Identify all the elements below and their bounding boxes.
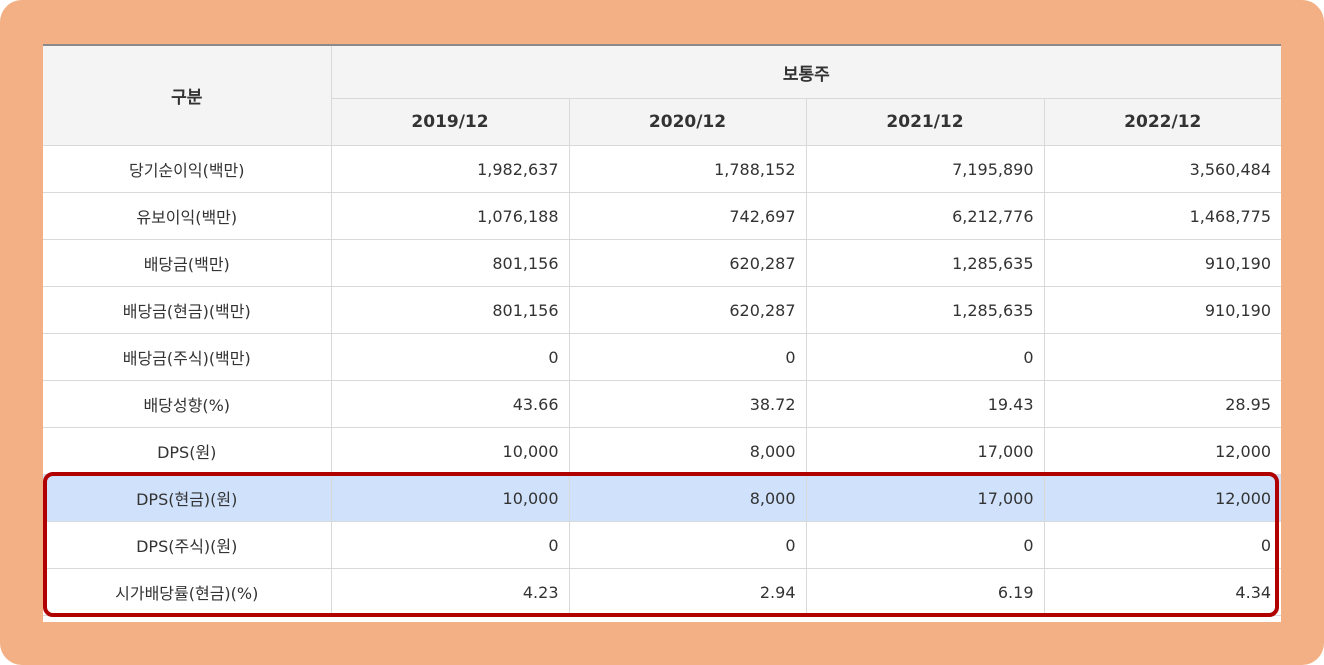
table-cell: 28.95 (1043, 380, 1282, 428)
table-cell: 10,000 (330, 474, 570, 522)
table-cell: 910,190 (1043, 286, 1282, 334)
table-cell: 43.66 (330, 380, 570, 428)
table-row-retained-earnings: 유보이익(백만) 1,076,188 742,697 6,212,776 1,4… (43, 192, 1282, 240)
table-row-dps-cash: DPS(현금)(원) 10,000 8,000 17,000 12,000 (43, 474, 1282, 522)
row-label: 배당성향(%) (43, 380, 332, 428)
period-header: 2022/12 (1043, 98, 1282, 146)
table-cell: 0 (568, 521, 807, 569)
table-cell: 742,697 (568, 192, 807, 240)
table-cell: 12,000 (1043, 427, 1282, 475)
table-cell: 8,000 (568, 427, 807, 475)
table-cell: 0 (568, 333, 807, 381)
table-cell: 1,788,152 (568, 145, 807, 193)
row-label: 배당금(주식)(백만) (43, 333, 332, 381)
table-row-dividends: 배당금(백만) 801,156 620,287 1,285,635 910,19… (43, 239, 1282, 287)
period-header: 2020/12 (568, 98, 807, 146)
row-label: DPS(주식)(원) (43, 521, 332, 569)
row-label: DPS(원) (43, 427, 332, 475)
table-cell: 4.23 (330, 568, 570, 616)
table-cell: 0 (805, 521, 1045, 569)
table-cell: 17,000 (805, 474, 1045, 522)
table-cell: 4.34 (1043, 568, 1282, 616)
table-cell: 10,000 (330, 427, 570, 475)
header-row-group: 구분 보통주 (43, 46, 1282, 146)
table-row-dividend-yield: 시가배당률(현금)(%) 4.23 2.94 6.19 4.34 (43, 568, 1282, 616)
table-cell: 910,190 (1043, 239, 1282, 287)
table-cell: 0 (805, 333, 1045, 381)
table-cell: 7,195,890 (805, 145, 1045, 193)
table-cell: 17,000 (805, 427, 1045, 475)
table-row-dps-stock: DPS(주식)(원) 0 0 0 0 (43, 521, 1282, 569)
table-row-payout-ratio: 배당성향(%) 43.66 38.72 19.43 28.95 (43, 380, 1282, 428)
row-label: 유보이익(백만) (43, 192, 332, 240)
header-row-periods: 2019/12 2020/12 2021/12 2022/12 (43, 98, 1282, 146)
table-cell: 1,285,635 (805, 286, 1045, 334)
dividend-table: 구분 보통주 2019/12 2020/12 2021/12 2022/12 당… (43, 46, 1282, 616)
table-cell: 6,212,776 (805, 192, 1045, 240)
table-cell: 620,287 (568, 239, 807, 287)
table-cell (1043, 333, 1282, 381)
table-cell: 801,156 (330, 239, 570, 287)
table-row-cash-dividends: 배당금(현금)(백만) 801,156 620,287 1,285,635 91… (43, 286, 1282, 334)
table-cell: 620,287 (568, 286, 807, 334)
table-cell: 1,982,637 (330, 145, 570, 193)
row-label: 배당금(현금)(백만) (43, 286, 332, 334)
period-header: 2019/12 (331, 98, 570, 146)
table-cell: 0 (330, 333, 570, 381)
table-row-net-income: 당기순이익(백만) 1,982,637 1,788,152 7,195,890 … (43, 145, 1282, 193)
row-label: DPS(현금)(원) (43, 474, 332, 522)
period-header: 2021/12 (805, 98, 1045, 146)
table-cell: 1,285,635 (805, 239, 1045, 287)
table-cell: 19.43 (805, 380, 1045, 428)
table-cell: 1,468,775 (1043, 192, 1282, 240)
table-cell: 8,000 (568, 474, 807, 522)
table-cell: 0 (330, 521, 570, 569)
table-cell: 2.94 (568, 568, 807, 616)
row-label: 배당금(백만) (43, 239, 332, 287)
dividend-table-panel: 구분 보통주 2019/12 2020/12 2021/12 2022/12 당… (43, 44, 1282, 622)
table-cell: 12,000 (1043, 474, 1282, 522)
row-label: 당기순이익(백만) (43, 145, 332, 193)
common-stock-header: 보통주 (330, 46, 1282, 99)
table-cell: 6.19 (805, 568, 1045, 616)
table-cell: 3,560,484 (1043, 145, 1282, 193)
table-row-dps: DPS(원) 10,000 8,000 17,000 12,000 (43, 427, 1282, 475)
table-cell: 0 (1043, 521, 1282, 569)
table-cell: 801,156 (330, 286, 570, 334)
table-cell: 1,076,188 (330, 192, 570, 240)
category-header: 구분 (43, 46, 332, 146)
table-row-stock-dividends: 배당금(주식)(백만) 0 0 0 (43, 333, 1282, 381)
table-cell: 38.72 (568, 380, 807, 428)
row-label: 시가배당률(현금)(%) (43, 568, 332, 616)
